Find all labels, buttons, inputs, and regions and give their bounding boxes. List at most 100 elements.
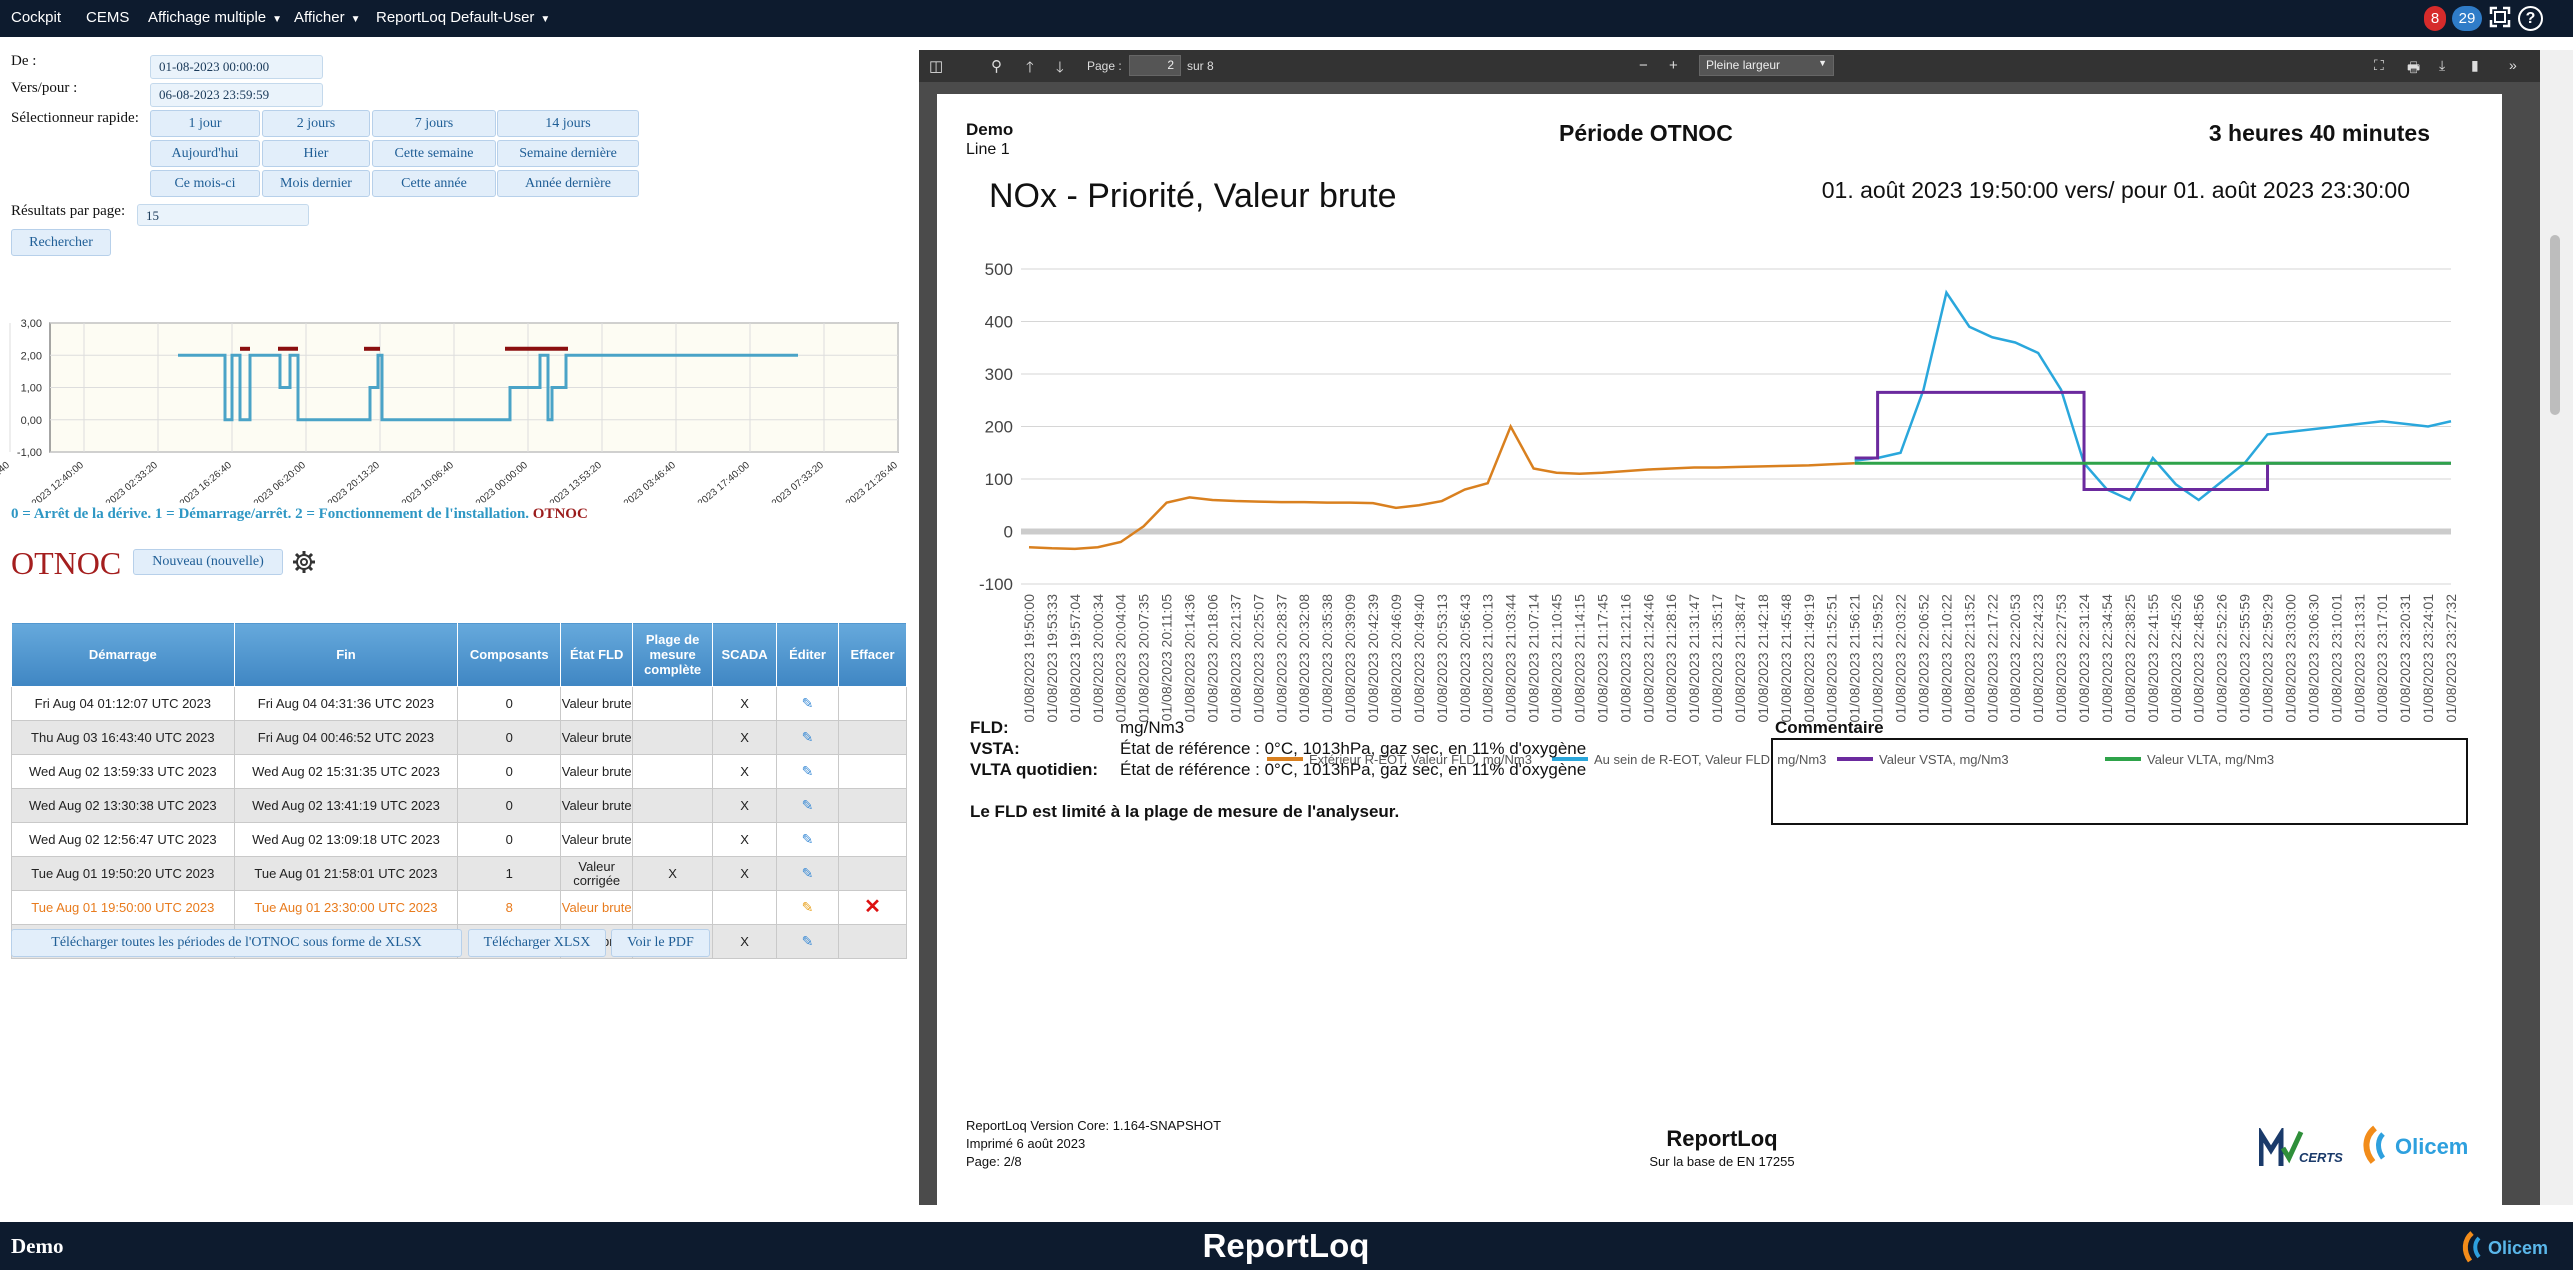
- nav-cockpit[interactable]: Cockpit: [11, 9, 62, 26]
- left-panel: De : 01-08-2023 00:00:00 Vers/pour : 06-…: [0, 37, 918, 1222]
- table-row[interactable]: Fri Aug 04 01:12:07 UTC 2023 Fri Aug 04 0…: [11, 686, 908, 721]
- x-tick-label: 01/08/2023 23:27:32: [2443, 594, 2459, 723]
- cell-range: X: [632, 856, 714, 891]
- search-button[interactable]: Rechercher: [11, 229, 111, 256]
- nav-display[interactable]: Afficher ▼: [294, 9, 361, 26]
- nav-user-menu[interactable]: ReportLoq Default-User ▼: [376, 9, 550, 26]
- notification-badge-red[interactable]: 8: [2424, 6, 2446, 31]
- quick-last-week-button[interactable]: Semaine dernière: [497, 140, 639, 167]
- cell-edit: ✎: [776, 686, 839, 721]
- col-fld-state-header[interactable]: État FLD: [560, 622, 634, 687]
- download-icon[interactable]: ⤓: [2439, 57, 2446, 73]
- report-brand-sub: Sur la base de EN 17255: [1649, 1154, 1795, 1169]
- x-tick-label: 01/08/2023 19:57:04: [1067, 594, 1083, 723]
- quick-this-month-button[interactable]: Ce mois-ci: [150, 170, 260, 197]
- notification-badge-blue[interactable]: 29: [2452, 6, 2482, 31]
- sidebar-toggle-icon[interactable]: ◫: [929, 58, 944, 75]
- quick-this-week-button[interactable]: Cette semaine: [372, 140, 496, 167]
- page-number-input[interactable]: 2: [1129, 55, 1181, 76]
- quick-14-days-button[interactable]: 14 jours: [497, 110, 639, 137]
- download-xlsx-button[interactable]: Télécharger XLSX: [468, 929, 606, 957]
- new-otnoc-button[interactable]: Nouveau (nouvelle): [133, 549, 283, 575]
- zoom-select[interactable]: Pleine largeur ▼: [1699, 55, 1834, 76]
- cell-scada: X: [712, 924, 778, 959]
- presentation-icon[interactable]: ⛶: [2374, 57, 2384, 73]
- more-tools-icon[interactable]: »: [2509, 57, 2517, 73]
- x-tick-label: 01/08/2023 19:50:00: [1021, 594, 1037, 723]
- x-tick-label: 01/08/2023 20:00:34: [1090, 594, 1106, 723]
- x-tick-label: 01/08/2023 21:56:21: [1847, 594, 1863, 723]
- y-tick-label: 0,00: [21, 415, 42, 427]
- table-row[interactable]: Wed Aug 02 13:30:38 UTC 2023 Wed Aug 02 1…: [11, 788, 908, 823]
- from-date-input[interactable]: 01-08-2023 00:00:00: [150, 55, 323, 79]
- help-icon[interactable]: ?: [2518, 6, 2543, 31]
- cell-fld-state: Valeur corrigée: [560, 856, 634, 891]
- chevron-down-icon: ▼: [272, 14, 283, 25]
- report-printed: Imprimé 6 août 2023: [966, 1136, 1086, 1151]
- cell-scada: X: [712, 720, 778, 755]
- x-tick-label: 01/08/2023 23:20:31: [2397, 594, 2413, 723]
- previous-page-icon[interactable]: 🡑: [1026, 59, 1034, 76]
- nav-cems[interactable]: CEMS: [86, 9, 130, 26]
- download-all-xlsx-button[interactable]: Télécharger toutes les périodes de l'OTN…: [11, 929, 462, 957]
- edit-icon[interactable]: ✎: [801, 695, 814, 711]
- quick-this-year-button[interactable]: Cette année: [372, 170, 496, 197]
- delete-icon[interactable]: ✕: [864, 895, 881, 918]
- quick-7-days-button[interactable]: 7 jours: [372, 110, 496, 137]
- search-icon[interactable]: ⚲: [991, 58, 1002, 75]
- cell-components: 0: [457, 686, 562, 721]
- col-start-header[interactable]: Démarrage: [11, 622, 235, 687]
- results-per-page-input[interactable]: 15: [137, 204, 309, 226]
- quick-last-month-button[interactable]: Mois dernier: [262, 170, 370, 197]
- table-row[interactable]: Wed Aug 02 13:59:33 UTC 2023 Wed Aug 02 1…: [11, 754, 908, 789]
- quick-1-day-button[interactable]: 1 jour: [150, 110, 260, 137]
- edit-icon[interactable]: ✎: [801, 797, 814, 813]
- col-components-header[interactable]: Composants: [457, 622, 562, 687]
- edit-icon[interactable]: ✎: [801, 933, 814, 949]
- view-pdf-button[interactable]: Voir le PDF: [611, 929, 710, 957]
- to-date-input[interactable]: 06-08-2023 23:59:59: [150, 83, 323, 107]
- quick-today-button[interactable]: Aujourd'hui: [150, 140, 260, 167]
- table-row[interactable]: Tue Aug 01 19:50:00 UTC 2023 Tue Aug 01 2…: [11, 890, 908, 925]
- edit-icon[interactable]: ✎: [801, 729, 814, 745]
- table-row[interactable]: Tue Aug 01 19:50:20 UTC 2023 Tue Aug 01 2…: [11, 856, 908, 891]
- x-tick-label: 01/08/2023 22:41:55: [2145, 594, 2161, 723]
- zoom-out-icon[interactable]: −: [1639, 57, 1648, 74]
- col-range-header[interactable]: Plage de mesure complète: [632, 622, 714, 687]
- cell-edit: ✎: [776, 856, 839, 891]
- print-icon[interactable]: 🖶: [2407, 59, 2421, 75]
- edit-icon[interactable]: ✎: [801, 831, 814, 847]
- status-legend-text: 0 = Arrêt de la dérive. 1 = Démarrage/ar…: [11, 506, 530, 522]
- cell-end: Tue Aug 01 23:30:00 UTC 2023: [233, 890, 459, 925]
- legend-label: Au sein de R-EOT, Valeur FLD, mg/Nm3: [1594, 752, 1826, 767]
- zoom-in-icon[interactable]: +: [1669, 57, 1678, 74]
- report-line: Line 1: [966, 141, 1010, 158]
- table-row[interactable]: Thu Aug 03 16:43:40 UTC 2023 Fri Aug 04 0…: [11, 720, 908, 755]
- edit-icon[interactable]: ✎: [801, 763, 814, 779]
- quick-2-days-button[interactable]: 2 jours: [262, 110, 370, 137]
- col-scada-header[interactable]: SCADA: [712, 622, 778, 687]
- edit-icon[interactable]: ✎: [801, 899, 814, 915]
- fld-label: FLD:: [970, 718, 1009, 737]
- table-row[interactable]: Wed Aug 02 12:56:47 UTC 2023 Wed Aug 02 1…: [11, 822, 908, 857]
- zoom-select-value: Pleine largeur: [1706, 58, 1781, 72]
- quick-last-year-button[interactable]: Année dernière: [497, 170, 639, 197]
- cell-edit: ✎: [776, 822, 839, 857]
- quick-yesterday-button[interactable]: Hier: [262, 140, 370, 167]
- x-tick-label: 01/08/2023 22:31:24: [2076, 594, 2092, 723]
- pdf-scrollbar-thumb[interactable]: [2550, 235, 2560, 415]
- x-tick-label: 01/08/2023 20:04:04: [1113, 594, 1129, 723]
- bookmark-icon[interactable]: ▮: [2471, 57, 2479, 73]
- cell-scada: X: [712, 788, 778, 823]
- edit-icon[interactable]: ✎: [801, 865, 814, 881]
- fullscreen-icon[interactable]: [2487, 6, 2512, 31]
- col-end-header[interactable]: Fin: [233, 622, 459, 687]
- x-tick-label: 04-08-2023 13:53:20: [526, 460, 605, 503]
- quick-select-label: Sélectionneur rapide:: [11, 110, 139, 126]
- nav-multiple-view[interactable]: Affichage multiple ▼: [148, 9, 282, 26]
- x-tick-label: 01/08/2023 21:28:16: [1663, 594, 1679, 723]
- cell-fld-state: Valeur brute: [560, 788, 634, 823]
- next-page-icon[interactable]: 🡓: [1056, 59, 1064, 76]
- gear-icon[interactable]: [292, 550, 316, 574]
- pdf-scrollbar[interactable]: [2540, 50, 2573, 1205]
